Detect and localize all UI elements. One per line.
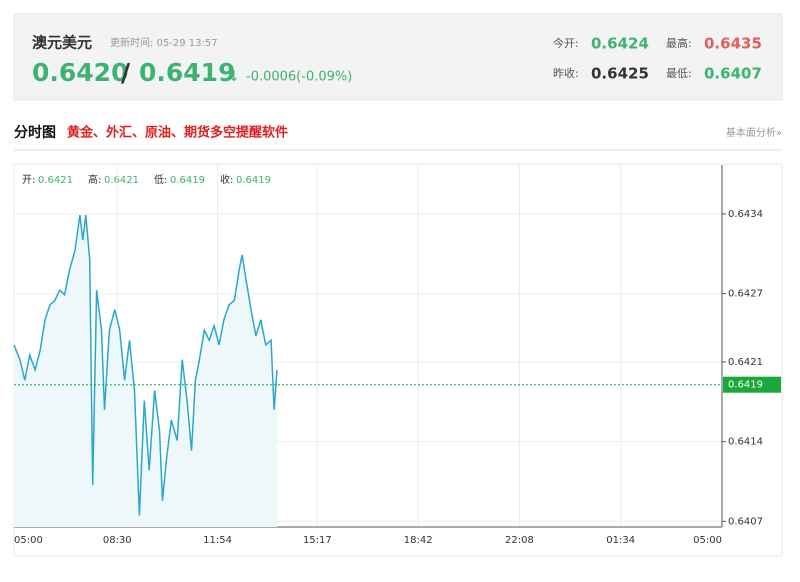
x-tick-label: 11:54 [203,535,232,546]
section-title: 分时图 [14,124,56,141]
stat-value: 0.6407 [704,65,762,83]
price-line [13,214,278,516]
quote-panel [13,13,783,101]
promo-link[interactable]: 黄金、外汇、原油、期货多空提醒软件 [67,125,288,141]
stat-label: 昨收: [553,66,579,80]
ohlc-label: 高: [88,173,101,186]
area [14,215,277,527]
ohlc-value: 0.6419 [236,175,271,186]
y-tick-label: 0.6414 [728,437,763,448]
x-tick-label: 22:08 [505,535,534,546]
x-tick-label: 08:30 [103,535,132,546]
stat-value: 0.6425 [591,65,649,83]
ohlc-label: 收: [220,173,233,186]
x-tick-label: 15:17 [303,535,332,546]
stat-label: 最高: [666,36,692,50]
update-time: 更新时间: 05-29 13:57 [110,36,218,49]
separator: / [121,58,131,87]
stat-value: 0.6435 [704,35,762,53]
stat-value: 0.6424 [591,35,649,53]
y-tick-label: 0.6434 [728,209,763,220]
x-tick-label: 05:00 [14,535,43,546]
y-tick-label: 0.6407 [728,516,763,527]
ohlc-value: 0.6421 [104,175,139,186]
last-price-label: 0.6419 [728,380,763,391]
stats: 今开: 0.6424 最高: 0.6435 昨收: 0.6425 最低: 0.6407 [553,35,762,83]
ohlc-value: 0.6419 [170,175,205,186]
x-tick-label: 01:34 [606,535,635,546]
change: -0.0006(-0.09%) [246,70,352,85]
stat-label: 今开: [553,36,579,50]
symbol-name: 澳元美元 [32,34,92,52]
stat-label: 最低: [666,67,692,80]
ohlc-label: 低: [154,173,167,186]
last-price-tag [723,376,781,393]
price: 0.6420 [32,58,128,87]
x-tick-label: 18:42 [404,535,433,546]
y-tick-label: 0.6427 [728,289,763,300]
ohlc-value: 0.6421 [38,175,73,186]
analysis-link[interactable]: 基本面分析» [726,126,782,139]
price-alt: 0.6419 [139,58,235,87]
direction: ↓ [228,69,240,85]
ohlc-label: 开: [22,175,35,186]
y-tick-label: 0.6421 [728,357,763,368]
x-tick-label: 05:00 [693,535,722,546]
